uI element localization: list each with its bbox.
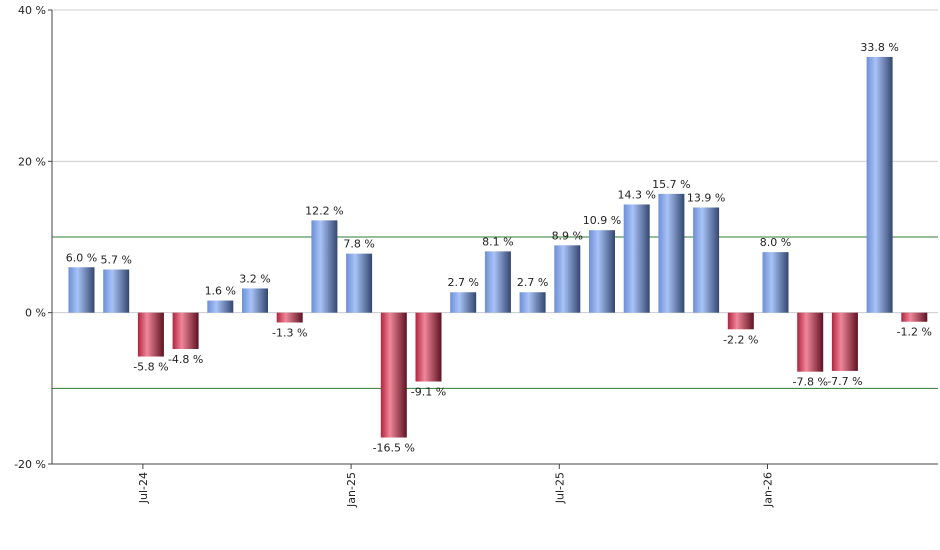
data-label: -1.3 %: [272, 327, 307, 340]
data-label: 1.6 %: [205, 285, 236, 298]
bar: [380, 312, 407, 438]
data-label: 13.9 %: [687, 191, 725, 204]
bar: [311, 220, 338, 313]
bar: [727, 312, 754, 330]
bar: [346, 253, 373, 313]
bar: [242, 288, 268, 313]
x-tick-label: Jul-24: [137, 472, 150, 504]
bar: [554, 245, 581, 313]
y-tick-label: 40 %: [18, 4, 46, 17]
y-tick-label: -20 %: [14, 458, 46, 471]
data-label: 8.1 %: [482, 235, 513, 248]
bar: [831, 312, 858, 371]
data-label: 12.2 %: [305, 204, 343, 217]
x-tick-label: Jan-25: [345, 472, 358, 508]
bar: [415, 312, 442, 382]
bar: [623, 204, 650, 313]
bar: [658, 193, 685, 313]
data-label: 8.9 %: [552, 229, 583, 242]
reference-lines: [52, 236, 938, 389]
bar: [68, 267, 95, 313]
bar: [276, 312, 303, 323]
data-label: -2.2 %: [723, 333, 758, 346]
bar: [103, 269, 130, 313]
data-label: 8.0 %: [760, 236, 791, 249]
bar: [450, 292, 477, 313]
data-label: 33.8 %: [860, 41, 898, 54]
data-label: 2.7 %: [517, 276, 548, 289]
bar: [589, 230, 615, 313]
data-label: 6.0 %: [66, 251, 97, 264]
data-label: 5.7 %: [100, 254, 131, 267]
x-tick-label: Jul-25: [553, 472, 566, 504]
data-label: 7.8 %: [343, 238, 374, 251]
bar: [901, 312, 928, 322]
bar: [207, 300, 234, 313]
data-label: -9.1 %: [411, 386, 446, 399]
bar: [519, 292, 546, 313]
bar: [797, 312, 824, 372]
data-labels: 6.0 % 5.7 % -5.8 %-4.8 % 1.6 %3.2 % -1.3 % 12…: [66, 41, 932, 455]
data-label: 10.9 %: [583, 214, 621, 227]
bars: [68, 56, 928, 438]
data-label: 3.2 %: [239, 272, 270, 285]
axes: 40 % 20 % 0 % -20 % Jul-24 Jan-25 Jul-25 Jan-26: [14, 4, 938, 508]
data-label: 15.7 %: [652, 178, 690, 191]
data-label: 2.7 %: [447, 276, 478, 289]
x-tick-label: Jan-26: [762, 472, 775, 508]
y-tick-label: 20 %: [18, 155, 46, 168]
y-tick-label: 0 %: [25, 307, 46, 320]
data-label: -1.2 %: [897, 326, 932, 339]
bar: [172, 312, 199, 349]
data-label: 14.3 %: [617, 188, 655, 201]
data-label: -16.5 %: [373, 442, 415, 455]
bar: [137, 312, 164, 357]
data-label: -4.8 %: [168, 353, 203, 366]
bar: [484, 251, 511, 313]
data-label: -5.8 %: [133, 361, 168, 374]
data-label: -7.8 %: [792, 376, 827, 389]
bar: [693, 207, 720, 313]
bar: [866, 56, 893, 313]
bar: [762, 252, 789, 313]
data-label: -7.7 %: [827, 375, 862, 388]
